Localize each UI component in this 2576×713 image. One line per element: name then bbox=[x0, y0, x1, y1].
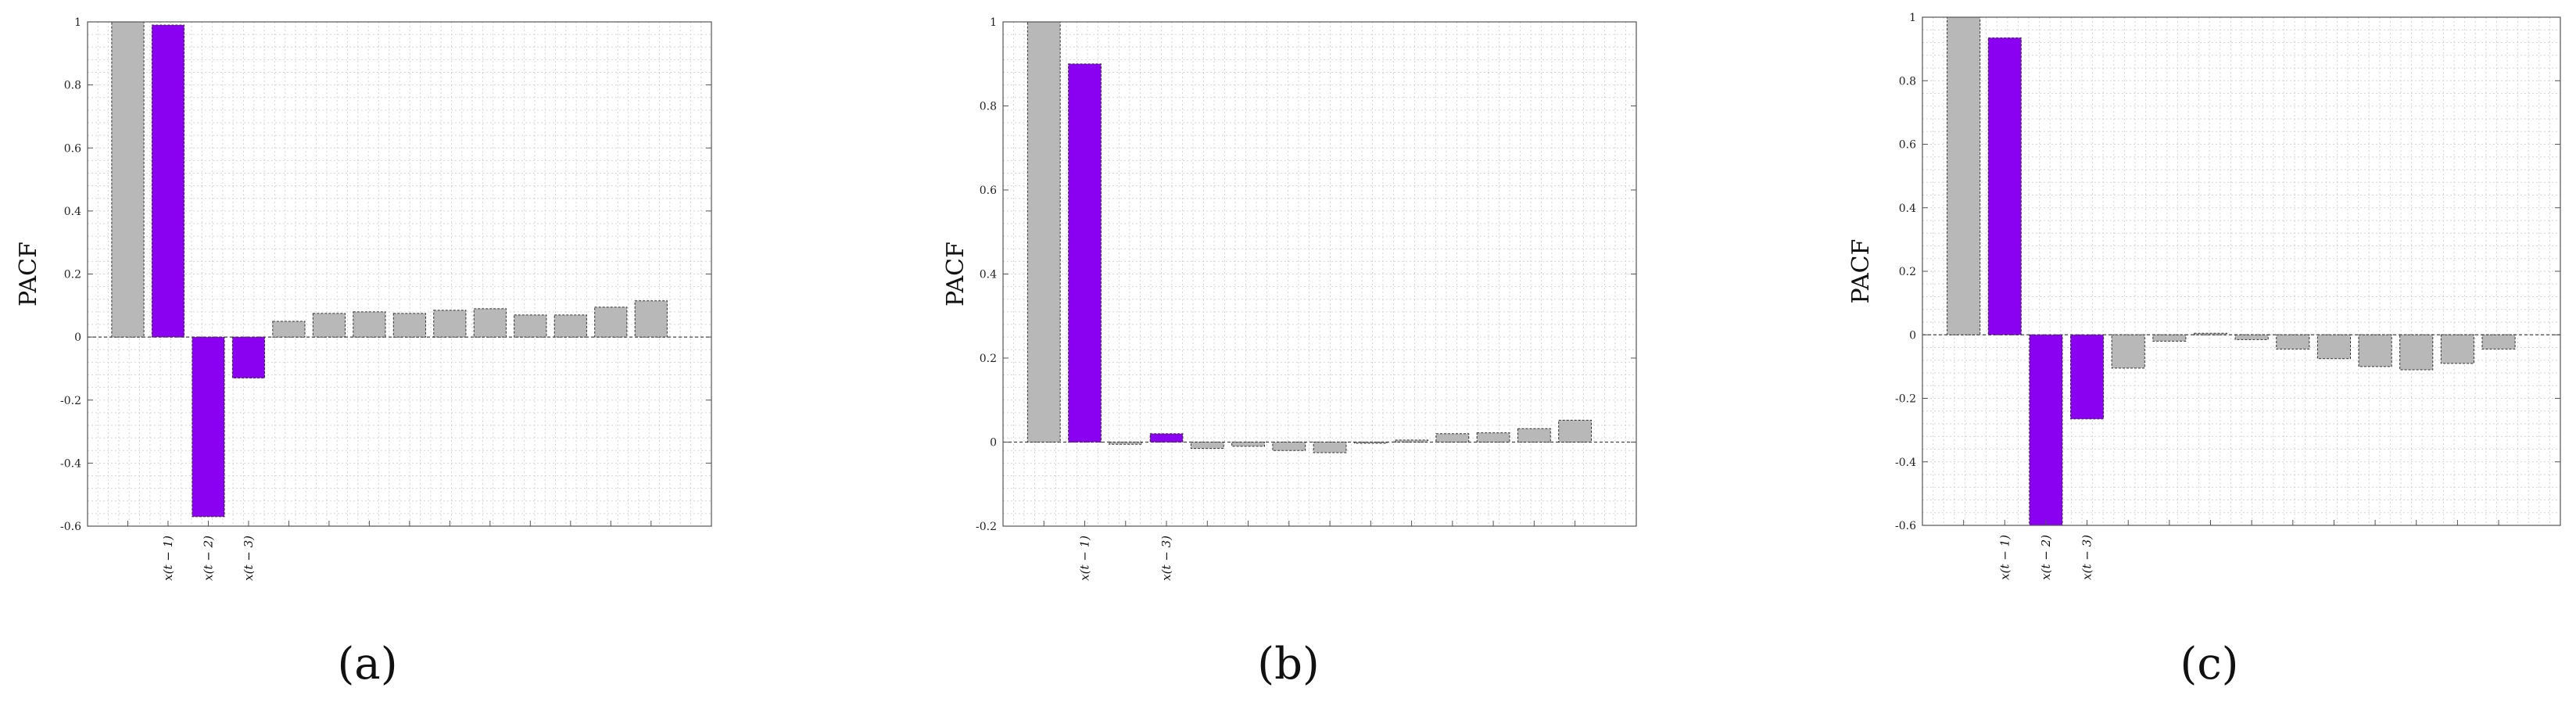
bar-lag-7 bbox=[2234, 334, 2269, 340]
y-tick-label: 0.4 bbox=[980, 269, 997, 281]
bar-highlighted-lag-3 bbox=[2070, 334, 2105, 420]
y-tick-label: 1 bbox=[990, 16, 997, 29]
bar-lag-4 bbox=[272, 321, 306, 338]
bar-lag-7 bbox=[1313, 442, 1347, 453]
lag-label: x(t − 3) bbox=[242, 536, 256, 581]
bar-lag-13 bbox=[634, 300, 668, 338]
y-tick-label: -0.6 bbox=[1895, 520, 1916, 532]
y-tick-label: 0.8 bbox=[980, 101, 997, 113]
y-tick-label: -0.2 bbox=[60, 395, 81, 407]
lag-label: x(t − 1) bbox=[161, 536, 175, 581]
y-tick-label: 0.6 bbox=[1899, 139, 1916, 152]
bar-lag-6 bbox=[2193, 332, 2228, 335]
bar-lag-7 bbox=[392, 313, 426, 338]
y-tick-label: 0.4 bbox=[64, 206, 81, 218]
y-tick-label: 0.6 bbox=[980, 185, 997, 197]
bar-lag-13 bbox=[2481, 334, 2516, 350]
bar-lag-8 bbox=[1353, 442, 1388, 444]
bar-lag-12 bbox=[2440, 334, 2474, 364]
y-tick-label: 0.4 bbox=[1899, 202, 1916, 215]
y-tick-label: 1 bbox=[74, 16, 81, 29]
bar-lag-0 bbox=[1026, 21, 1061, 442]
y-tick-label: 0.2 bbox=[1899, 266, 1916, 278]
y-tick-label: -0.4 bbox=[60, 457, 81, 470]
bar-highlighted-lag-3 bbox=[231, 336, 266, 379]
bar-lag-8 bbox=[2276, 334, 2310, 350]
y-axis-label: PACF bbox=[15, 242, 42, 306]
lag-label: x(t − 2) bbox=[201, 536, 215, 581]
bar-lag-4 bbox=[2111, 334, 2145, 369]
y-tick-label: 0 bbox=[74, 331, 81, 344]
lag-label: x(t − 2) bbox=[2039, 535, 2053, 580]
bar-lag-11 bbox=[1476, 432, 1510, 442]
y-tick-label: 1 bbox=[1909, 12, 1916, 24]
bar-highlighted-lag-3 bbox=[1149, 433, 1184, 442]
bar-lag-5 bbox=[1231, 442, 1265, 447]
y-tick-label: 0.6 bbox=[64, 142, 81, 155]
bar-lag-12 bbox=[1517, 428, 1551, 442]
pacf-chart-b: 1 0.8 0.6 0.4 0.2 0 -0.2 PACF x(t − 1) x(t − 3) (b… bbox=[942, 16, 1637, 690]
y-tick-label: 0 bbox=[1909, 329, 1916, 342]
bar-lag-5 bbox=[2152, 334, 2187, 342]
lag-label: x(t − 3) bbox=[2080, 535, 2094, 580]
bar-lag-0 bbox=[111, 21, 145, 338]
bar-lag-10 bbox=[1435, 433, 1470, 442]
bar-lag-6 bbox=[1272, 442, 1306, 451]
bar-highlighted-lag-1 bbox=[151, 24, 185, 338]
y-tick-label: -0.2 bbox=[1895, 393, 1916, 406]
y-tick-label: 0.2 bbox=[980, 353, 997, 365]
pacf-chart-a: 1 0.8 0.6 0.4 0.2 0 -0.2 -0.4 -0.6 PACF x(t − 1) x(… bbox=[15, 16, 712, 690]
y-tick-label: 0 bbox=[990, 437, 997, 450]
panel-label: (b) bbox=[1257, 639, 1320, 690]
y-tick-label: -0.2 bbox=[976, 521, 997, 533]
bar-lag-2 bbox=[1109, 442, 1143, 445]
bar-lag-0 bbox=[1947, 16, 1981, 335]
lag-label: x(t − 1) bbox=[1078, 536, 1092, 581]
bar-lag-4 bbox=[1190, 442, 1224, 450]
lag-label: x(t − 1) bbox=[1997, 535, 2012, 580]
bar-lag-9 bbox=[2316, 334, 2352, 360]
bar-lag-13 bbox=[1558, 420, 1593, 442]
pacf-chart-c: 1 0.8 0.6 0.4 0.2 0 -0.2 -0.4 -0.6 PACF x(t − 1) x(… bbox=[1847, 12, 2561, 690]
bar-lag-10 bbox=[2358, 334, 2392, 367]
bar-lag-10 bbox=[514, 314, 547, 338]
bar-lag-8 bbox=[433, 310, 467, 338]
panel-label: (c) bbox=[2180, 639, 2238, 690]
panel-label: (a) bbox=[337, 639, 397, 690]
bar-highlighted-lag-2 bbox=[2029, 334, 2063, 526]
bar-highlighted-lag-1 bbox=[1068, 63, 1102, 442]
lag-label: x(t − 3) bbox=[1159, 536, 1173, 581]
bar-highlighted-lag-1 bbox=[1987, 37, 2022, 335]
bar-lag-11 bbox=[2399, 334, 2434, 371]
bar-lag-5 bbox=[312, 313, 346, 338]
y-tick-label: 0.2 bbox=[64, 269, 81, 281]
y-axis-label: PACF bbox=[942, 242, 969, 306]
y-tick-label: -0.4 bbox=[1895, 457, 1916, 469]
bar-highlighted-lag-2 bbox=[192, 336, 225, 518]
bar-lag-6 bbox=[353, 311, 386, 338]
y-axis-label: PACF bbox=[1847, 239, 1875, 304]
y-tick-label: 0.8 bbox=[64, 80, 81, 92]
bar-lag-11 bbox=[554, 314, 587, 338]
y-tick-label: -0.6 bbox=[60, 521, 81, 533]
y-tick-label: 0.8 bbox=[1899, 75, 1916, 88]
bar-lag-12 bbox=[594, 306, 628, 338]
bar-lag-9 bbox=[473, 308, 507, 338]
bar-lag-9 bbox=[1395, 439, 1428, 442]
